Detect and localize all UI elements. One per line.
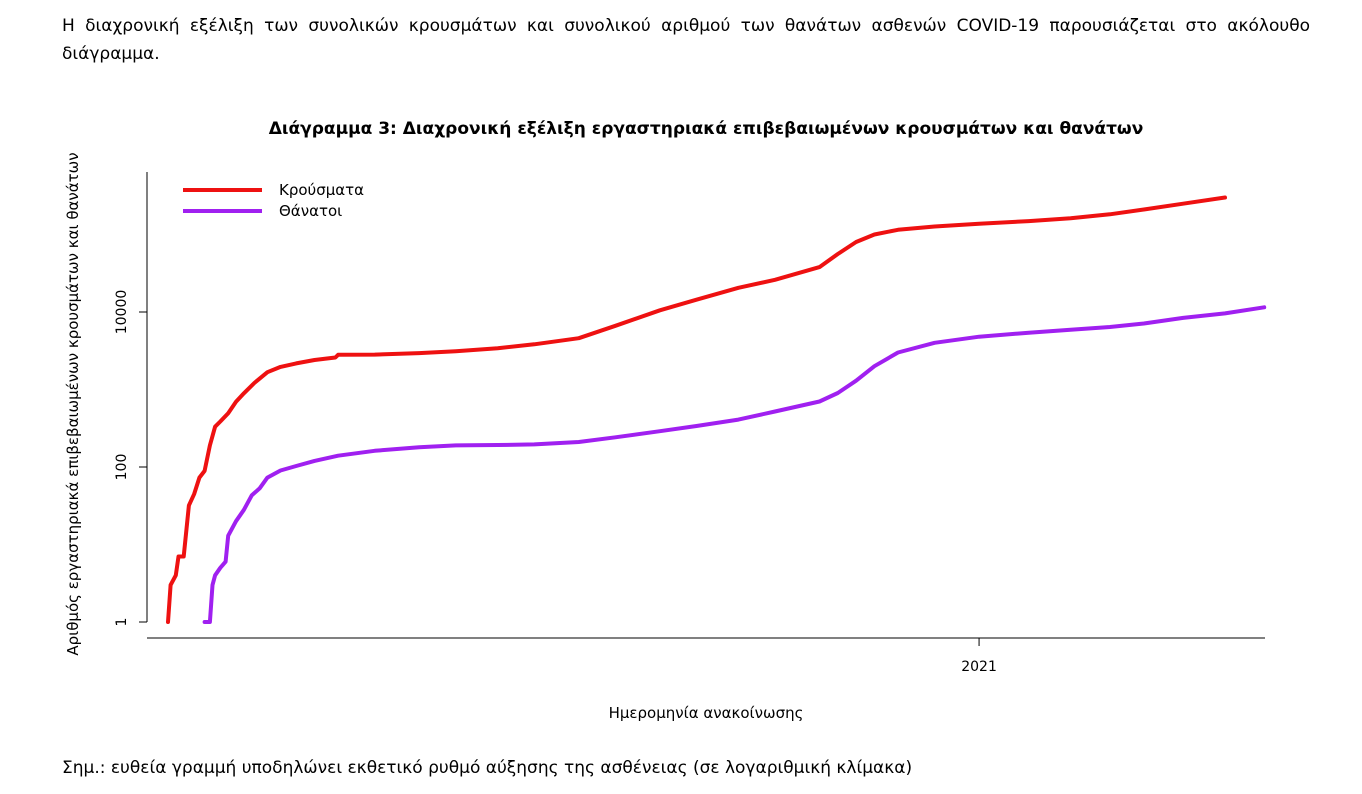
line-chart: Διάγραμμα 3: Διαχρονική εξέλιξη εργαστηρ…	[64, 119, 1267, 722]
chart-title: Διάγραμμα 3: Διαχρονική εξέλιξη εργαστηρ…	[269, 119, 1144, 139]
legend: Κρούσματα Θάνατοι	[183, 181, 364, 220]
y-tick-label: 10000	[114, 290, 130, 335]
legend-label: Θάνατοι	[279, 202, 342, 220]
y-axis-label: Αριθμός εργαστηριακά επιβεβαιωμένων κρου…	[64, 152, 82, 655]
x-axis: 2021	[147, 637, 1265, 675]
series-lines	[166, 195, 1267, 624]
footnote: Σημ.: ευθεία γραμμή υποδηλώνει εκθετικό …	[62, 758, 913, 778]
series-line-1	[166, 195, 1227, 624]
x-axis-label: Ημερομηνία ανακοίνωσης	[609, 704, 804, 722]
y-axis: 1 100 10000	[114, 172, 148, 627]
intro-paragraph: Η διαχρονική εξέλιξη των συνολικών κρουσ…	[62, 16, 1310, 64]
y-tick-label: 100	[114, 454, 130, 481]
legend-label: Κρούσματα	[279, 181, 364, 199]
series-line-2	[202, 305, 1267, 624]
y-tick-label: 1	[114, 618, 130, 627]
x-tick-label: 2021	[961, 659, 997, 675]
